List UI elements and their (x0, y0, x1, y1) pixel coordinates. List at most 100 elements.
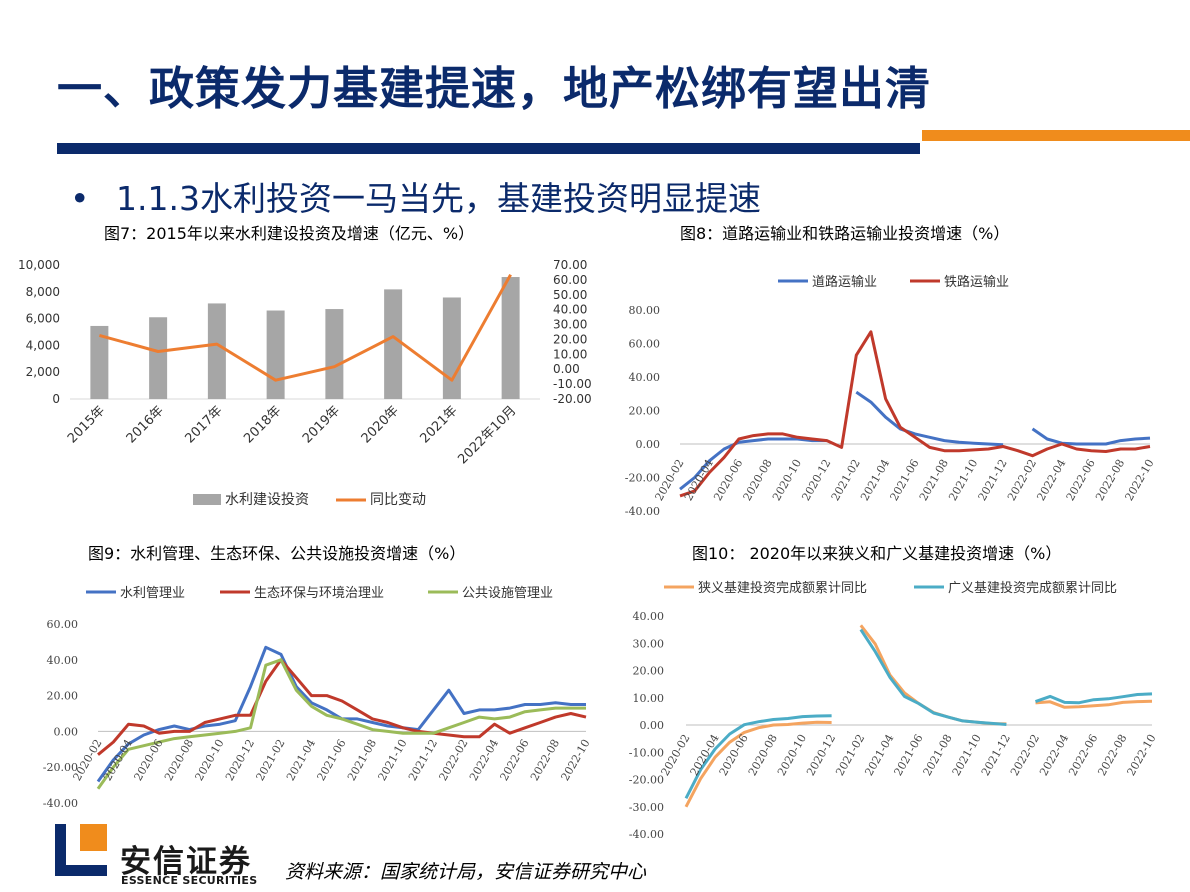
fig10-series-line (684, 628, 1153, 799)
logo-name: 安信证券 (120, 844, 252, 880)
fig7-line-yoy (99, 273, 512, 382)
fig8-y-tick: 0.00 (636, 438, 661, 451)
fig7-right-tick: 40.00 (553, 303, 587, 317)
fig8-y-tick: -40.00 (625, 505, 660, 518)
fig7-right-tick: 10.00 (553, 347, 587, 361)
fig7-bar (266, 310, 285, 399)
fig8-y-tick: -20.00 (625, 472, 660, 485)
fig10-y-tick: 20.00 (633, 665, 665, 678)
fig9-legend-label: 生态环保与环境治理业 (254, 586, 384, 601)
fig7-left-tick: 8,000 (26, 285, 60, 299)
fig7-bar (501, 277, 520, 399)
fig7-x-tick: 2016年 (124, 403, 167, 446)
fig7-title: 图7：2015年以来水利建设投资及增速（亿元、%） (104, 224, 475, 243)
title-underline-blue (57, 143, 920, 154)
fig7-right-tick: 60.00 (553, 273, 587, 287)
fig7-bar (442, 297, 461, 399)
fig7-left-tick: 6,000 (26, 312, 60, 326)
fig7-legend-swatch-bar (193, 494, 221, 505)
bullet-marker: • (70, 179, 90, 218)
fig7-bar (149, 317, 168, 399)
fig9-x-tick: 2021-12 (406, 737, 440, 783)
fig7-bar (325, 309, 344, 399)
fig7-bar (384, 289, 403, 399)
fig7-right-tick: 20.00 (553, 332, 587, 346)
fig9-y-tick: 60.00 (47, 618, 79, 631)
fig8-legend-label: 铁路运输业 (944, 274, 1009, 290)
fig9-x-tick: 2021-10 (375, 737, 409, 783)
logo-subtitle: ESSENCE SECURITIES (121, 874, 258, 887)
fig10-series-line (684, 624, 1153, 808)
fig9-x-tick: 2021-02 (253, 737, 287, 783)
fig7-left-tick: 2,000 (26, 365, 60, 379)
fig10-legend-label: 广义基建投资完成额累计同比 (948, 580, 1117, 596)
fig7-x-tick: 2020年 (359, 403, 402, 446)
fig7-x-tick: 2022年10月 (455, 403, 519, 467)
fig7-legend-label-bar: 水利建设投资 (225, 492, 309, 508)
title-accent-orange (922, 130, 1190, 141)
fig8-legend-label: 道路运输业 (812, 274, 877, 290)
fig8-series-line (679, 330, 1151, 498)
fig10-legend-label: 狭义基建投资完成额累计同比 (698, 580, 867, 596)
fig10-x-tick: 2022-10 (1124, 732, 1158, 778)
fig9-x-tick: 2022-06 (497, 737, 531, 783)
fig7-x-tick: 2015年 (65, 403, 108, 446)
fig7-bar (207, 303, 226, 399)
fig7-right-tick: -20.00 (553, 392, 592, 406)
bullet-heading: • 1.1.3水利投资一马当先，基建投资明显提速 (70, 172, 761, 220)
fig9-x-tick: 2022-10 (558, 737, 592, 783)
fig9-x-tick: 2022-04 (467, 737, 501, 783)
fig9-x-tick: 2020-10 (192, 737, 226, 783)
fig9-series-line (96, 658, 586, 790)
fig7-right-tick: 50.00 (553, 288, 587, 302)
fig10-y-tick: 30.00 (633, 637, 665, 650)
fig9-y-tick: 0.00 (54, 725, 79, 738)
source-note: 资料来源：国家统计局，安信证券研究中心 (285, 861, 647, 883)
fig7-right-tick: 30.00 (553, 318, 587, 332)
fig9-series-line (97, 658, 587, 756)
fig9-x-tick: 2020-02 (70, 737, 104, 783)
slide-title: 一、政策发力基建提速，地产松绑有望出清 (57, 62, 932, 115)
bullet-text: 1.1.3水利投资一马当先，基建投资明显提速 (116, 179, 761, 218)
fig7-legend-label-line: 同比变动 (370, 492, 426, 508)
fig8-series-line (679, 390, 1151, 491)
fig7-x-tick: 2021年 (418, 403, 461, 446)
fig10-title: 图10： 2020年以来狭义和广义基建投资增速（%） (692, 544, 1062, 563)
fig9-y-tick: -40.00 (43, 797, 78, 810)
fig8-x-tick: 2022-10 (1122, 457, 1156, 503)
fig8-y-tick: 40.00 (629, 371, 661, 384)
fig8-y-tick: 80.00 (629, 304, 661, 317)
fig10-y-tick: 10.00 (633, 692, 665, 705)
fig9-legend-label: 公共设施管理业 (462, 586, 553, 601)
fig9-title: 图9：水利管理、生态环保、公共设施投资增速（%） (88, 544, 466, 563)
fig7-bar (90, 325, 109, 399)
fig10-y-tick: 40.00 (633, 610, 665, 623)
fig9-x-tick: 2021-06 (314, 737, 348, 783)
fig9-x-tick: 2020-04 (101, 737, 135, 783)
fig10-y-tick: 0.00 (640, 719, 665, 732)
fig7-x-tick: 2017年 (183, 403, 226, 446)
fig8-y-tick: 60.00 (629, 338, 661, 351)
fig7-left-tick: 10,000 (18, 258, 60, 272)
fig7-right-tick: 0.00 (553, 362, 580, 376)
fig9-y-tick: 20.00 (47, 690, 79, 703)
fig9-x-tick: 2020-08 (162, 737, 196, 783)
fig7-x-tick: 2019年 (300, 403, 343, 446)
fig9-x-tick: 2021-08 (345, 737, 379, 783)
fig9-y-tick: -20.00 (43, 761, 78, 774)
fig10-y-tick: -40.00 (629, 828, 664, 841)
fig9-x-tick: 2022-08 (528, 737, 562, 783)
fig7-right-tick: -10.00 (553, 377, 592, 391)
fig9-legend-label: 水利管理业 (120, 586, 185, 601)
fig10-y-tick: -10.00 (629, 746, 664, 759)
fig7-left-tick: 4,000 (26, 338, 60, 352)
fig9-y-tick: 40.00 (47, 654, 79, 667)
fig8-y-tick: 20.00 (629, 405, 661, 418)
fig7-right-tick: 70.00 (553, 258, 587, 272)
fig10-y-tick: -20.00 (629, 774, 664, 787)
fig9-x-tick: 2021-04 (284, 737, 318, 783)
fig9-x-tick: 2022-02 (436, 737, 470, 783)
fig10-y-tick: -30.00 (629, 801, 664, 814)
fig9-x-tick: 2020-12 (223, 737, 257, 783)
